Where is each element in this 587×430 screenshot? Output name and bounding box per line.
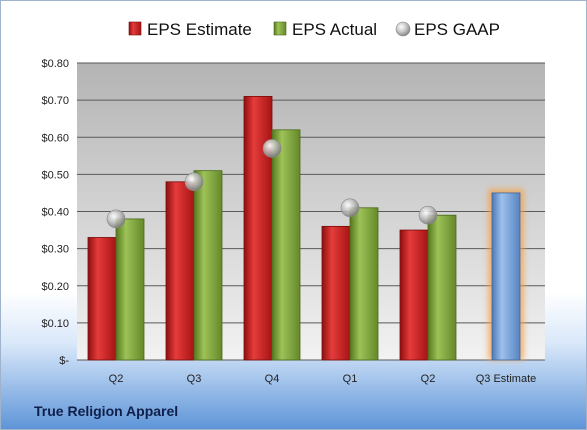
legend-swatch: [395, 21, 411, 37]
legend-item: EPS Actual: [273, 20, 377, 39]
marker-eps-gaap: [418, 205, 438, 225]
y-axis: $- $0.10 $0.20 $0.30 $0.40 $0.50 $0.60 $0.70 $0.…: [41, 58, 69, 367]
marker-eps-gaap: [262, 139, 282, 158]
marker-eps-gaap: [106, 209, 126, 229]
x-category-label: Q3: [187, 373, 202, 385]
y-tick-label: $-: [59, 355, 69, 367]
legend-swatch: [128, 21, 142, 36]
marker-eps-gaap: [340, 198, 360, 218]
x-category-label: Q2: [421, 373, 436, 385]
bar-eps-estimate-projected: [491, 192, 521, 361]
bar-eps-actual: [427, 214, 457, 361]
bar-eps-estimate: [321, 225, 351, 361]
x-axis: Q2 Q3 Q4 Q1 Q2 Q3 Estimate: [109, 373, 537, 385]
legend-item: EPS GAAP: [395, 20, 500, 39]
y-tick-label: $0.80: [41, 58, 69, 70]
y-tick-label: $0.20: [41, 281, 69, 293]
y-tick-label: $0.10: [41, 318, 69, 330]
legend-item: EPS Estimate: [128, 20, 252, 39]
x-category-label: Q4: [265, 373, 280, 385]
grid-lines: [77, 62, 545, 361]
company-name: True Religion Apparel: [34, 403, 179, 419]
x-category-label: Q2: [109, 373, 124, 385]
bar-eps-actual: [349, 207, 379, 361]
bar-eps-estimate: [165, 181, 195, 361]
legend-label: EPS Actual: [292, 20, 377, 39]
y-tick-label: $0.50: [41, 169, 69, 181]
bar-eps-estimate: [399, 229, 429, 361]
chart-legend: EPS Estimate EPS Actual EPS GAAP: [128, 20, 500, 39]
y-tick-label: $0.70: [41, 95, 69, 107]
legend-label: EPS Estimate: [147, 20, 252, 39]
legend-label: EPS GAAP: [414, 20, 500, 39]
bar-eps-actual: [271, 129, 301, 361]
y-tick-label: $0.40: [41, 207, 69, 219]
x-category-label: Q3 Estimate: [476, 373, 537, 385]
y-tick-label: $0.30: [41, 244, 69, 256]
marker-eps-gaap: [184, 172, 204, 192]
gaap-markers: [106, 139, 438, 229]
bar-eps-actual: [193, 170, 223, 361]
bar-eps-estimate: [87, 237, 117, 361]
bar-series: [87, 96, 524, 361]
bar-eps-actual: [115, 218, 145, 361]
legend-swatch: [273, 21, 287, 36]
x-category-label: Q1: [343, 373, 358, 385]
y-tick-label: $0.60: [41, 132, 69, 144]
bar-eps-estimate: [243, 96, 273, 361]
